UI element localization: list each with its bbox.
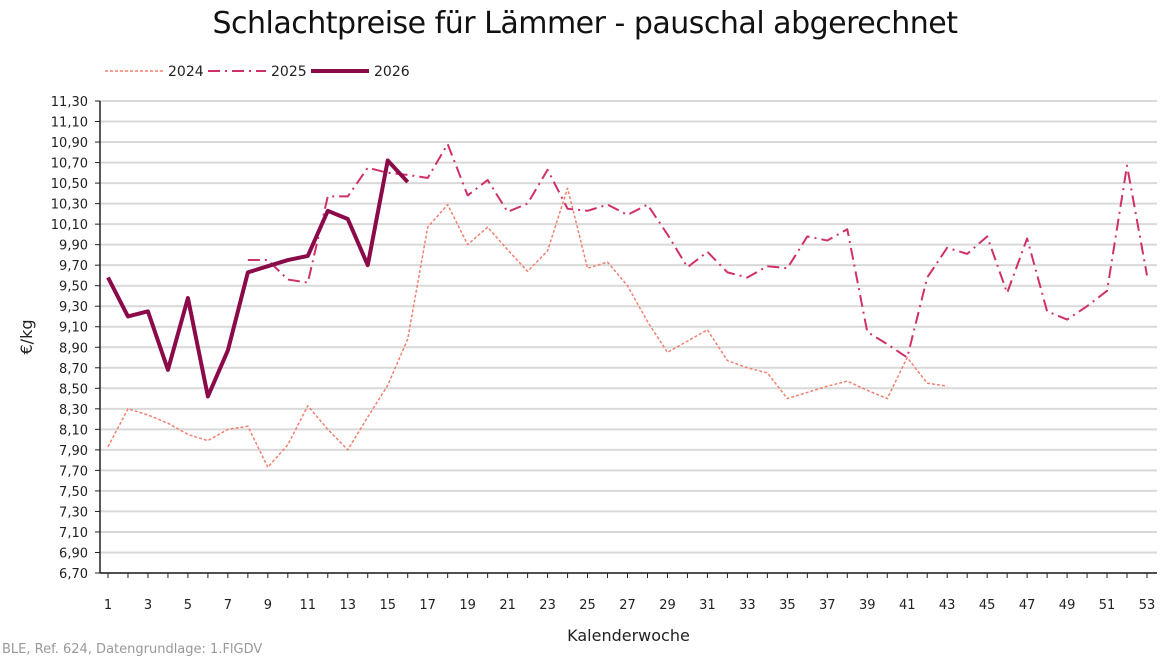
x-tick-label: 53 xyxy=(1139,598,1156,613)
y-tick-label: 10,30 xyxy=(51,198,88,213)
y-tick-label: 7,50 xyxy=(59,485,88,500)
y-tick-label: 10,10 xyxy=(51,218,88,233)
x-tick-label: 41 xyxy=(899,598,916,613)
y-axis-title: €/kg xyxy=(17,320,36,355)
legend-label-2026: 2026 xyxy=(374,64,410,80)
y-tick-label: 8,90 xyxy=(59,341,88,356)
chart-title: Schlachtpreise für Lämmer - pauschal abg… xyxy=(212,6,958,41)
y-tick-label: 10,70 xyxy=(51,157,88,172)
x-tick-label: 21 xyxy=(499,598,516,613)
x-tick-label: 31 xyxy=(699,598,716,613)
y-tick-label: 6,70 xyxy=(59,567,88,582)
legend-label-2025: 2025 xyxy=(271,64,307,80)
x-tick-label: 39 xyxy=(859,598,876,613)
x-tick-label: 5 xyxy=(184,598,192,613)
x-axis-title: Kalenderwoche xyxy=(567,626,690,645)
legend-label-2024: 2024 xyxy=(168,64,204,80)
y-tick-label: 8,50 xyxy=(59,382,88,397)
x-tick-label: 27 xyxy=(619,598,636,613)
x-tick-label: 35 xyxy=(779,598,796,613)
y-tick-label: 11,30 xyxy=(51,95,88,110)
x-tick-label: 47 xyxy=(1019,598,1036,613)
x-tick-label: 49 xyxy=(1059,598,1076,613)
x-tick-label: 13 xyxy=(339,598,356,613)
y-tick-label: 8,10 xyxy=(59,423,88,438)
y-tick-label: 7,30 xyxy=(59,505,88,520)
y-tick-label: 9,70 xyxy=(59,259,88,274)
x-tick-label: 3 xyxy=(144,598,152,613)
x-tick-label: 37 xyxy=(819,598,836,613)
y-tick-label: 9,90 xyxy=(59,239,88,254)
y-tick-label: 9,30 xyxy=(59,300,88,315)
y-tick-label: 10,90 xyxy=(51,136,88,151)
x-tick-label: 19 xyxy=(459,598,476,613)
y-tick-label: 6,90 xyxy=(59,546,88,561)
x-tick-label: 29 xyxy=(659,598,676,613)
x-tick-label: 17 xyxy=(419,598,436,613)
x-tick-label: 23 xyxy=(539,598,556,613)
x-tick-label: 15 xyxy=(379,598,396,613)
y-tick-label: 7,90 xyxy=(59,444,88,459)
source-note: BLE, Ref. 624, Datengrundlage: 1.FlGDV xyxy=(2,642,263,657)
y-tick-label: 10,50 xyxy=(51,177,88,192)
x-tick-label: 25 xyxy=(579,598,596,613)
x-tick-label: 45 xyxy=(979,598,996,613)
x-tick-label: 51 xyxy=(1099,598,1116,613)
x-tick-label: 33 xyxy=(739,598,756,613)
x-tick-label: 43 xyxy=(939,598,956,613)
y-tick-label: 9,50 xyxy=(59,280,88,295)
y-tick-label: 8,70 xyxy=(59,362,88,377)
x-tick-label: 7 xyxy=(224,598,232,613)
y-tick-label: 9,10 xyxy=(59,321,88,336)
y-tick-label: 7,70 xyxy=(59,464,88,479)
y-tick-label: 7,10 xyxy=(59,526,88,541)
x-tick-label: 9 xyxy=(264,598,272,613)
x-tick-label: 11 xyxy=(300,598,317,613)
series-line-2026 xyxy=(106,158,410,399)
x-tick-label: 1 xyxy=(104,598,112,613)
y-tick-label: 8,30 xyxy=(59,403,88,418)
y-tick-label: 11,10 xyxy=(51,116,88,131)
